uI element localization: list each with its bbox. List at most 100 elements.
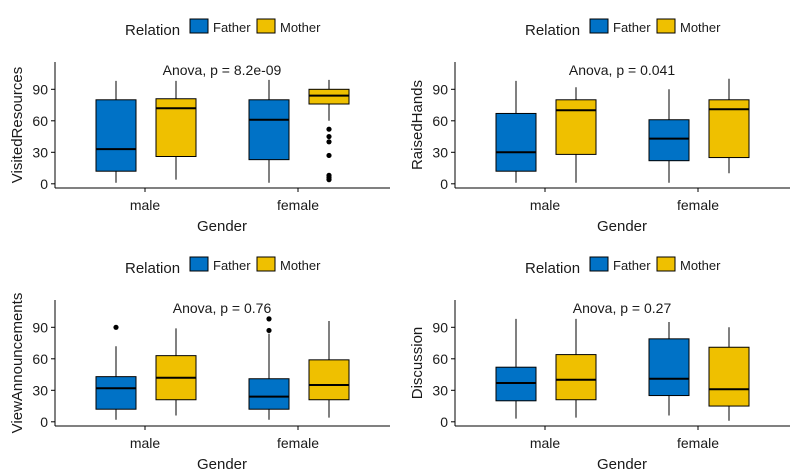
box-iqr [248, 378, 290, 410]
legend-title: Relation [125, 22, 180, 39]
panel-2: Relation Father Mother 0 30 60 90 male female Gen… [409, 18, 790, 235]
x-tick-label-male: male [130, 197, 161, 213]
box-father-female [248, 316, 290, 420]
box-iqr [248, 99, 290, 161]
y-axis-title: RaisedHands [409, 80, 426, 170]
y-tick-label: 90 [32, 81, 48, 97]
y-tick-label: 0 [40, 414, 48, 430]
y-tick-label: 30 [32, 144, 48, 160]
box-iqr [648, 119, 690, 162]
legend-label-mother: Mother [680, 20, 721, 35]
box-iqr [495, 366, 537, 402]
anova-annotation: Anova, p = 0.76 [173, 300, 272, 316]
legend-key-father [189, 256, 209, 272]
legend: Relation Father Mother [125, 18, 321, 39]
legend-title: Relation [525, 260, 580, 277]
y-tick-label: 30 [32, 382, 48, 398]
box-iqr [495, 112, 537, 172]
box-father-female [648, 322, 690, 416]
y-tick-label: 0 [40, 176, 48, 192]
x-axis-title: Gender [197, 218, 247, 235]
legend-label-father: Father [613, 258, 651, 273]
anova-annotation: Anova, p = 0.041 [569, 62, 675, 78]
legend-key-mother [656, 18, 676, 34]
legend-label-father: Father [213, 258, 251, 273]
box-iqr [648, 338, 690, 397]
x-tick-label-female: female [677, 435, 719, 451]
x-tick-label-male: male [130, 435, 161, 451]
box-mother-male [555, 318, 597, 418]
x-axis-title: Gender [197, 456, 247, 473]
outlier-point [266, 327, 272, 334]
x-tick-label-female: female [277, 197, 319, 213]
x-tick-label-male: male [530, 435, 561, 451]
y-tick-label: 90 [432, 81, 448, 97]
legend-title: Relation [525, 22, 580, 39]
legend-title: Relation [125, 260, 180, 277]
box-mother-female [308, 79, 350, 183]
y-tick-label: 30 [432, 382, 448, 398]
outlier-point [326, 177, 332, 183]
legend: Relation Father Mother [525, 256, 721, 277]
box-mother-female [708, 327, 750, 421]
box-mother-female [708, 78, 750, 174]
y-tick-label: 60 [432, 113, 448, 129]
y-tick-label: 30 [432, 144, 448, 160]
legend-label-mother: Mother [280, 20, 321, 35]
box-father-male [495, 318, 537, 419]
box-father-male [95, 80, 137, 183]
x-tick-label-female: female [277, 435, 319, 451]
panel-1: Relation Father Mother 0 30 60 90 male female Gen… [9, 18, 390, 235]
outlier-point [326, 133, 332, 140]
legend: Relation Father Mother [525, 18, 721, 39]
y-tick-label: 0 [440, 176, 448, 192]
y-axis-title: VisitedResources [9, 67, 26, 183]
box-father-female [248, 79, 290, 183]
box-father-male [95, 324, 137, 420]
box-mother-female [308, 321, 350, 418]
legend-key-father [589, 256, 609, 272]
y-tick-label: 60 [32, 351, 48, 367]
panel-4: Relation Father Mother 0 30 60 90 male female Gen… [409, 256, 790, 473]
legend-label-mother: Mother [280, 258, 321, 273]
legend-key-father [189, 18, 209, 34]
y-tick-label: 90 [32, 319, 48, 335]
box-iqr [555, 99, 597, 155]
box-iqr [308, 88, 350, 105]
box-mother-male [155, 80, 197, 180]
x-axis-title: Gender [597, 456, 647, 473]
legend-key-mother [256, 256, 276, 272]
legend-label-father: Father [213, 20, 251, 35]
y-tick-label: 60 [32, 113, 48, 129]
x-axis-title: Gender [597, 218, 647, 235]
x-tick-label-male: male [530, 197, 561, 213]
anova-annotation: Anova, p = 0.27 [573, 300, 672, 316]
y-axis-title: Discussion [409, 327, 426, 400]
legend-key-mother [656, 256, 676, 272]
outlier-point [326, 126, 332, 132]
legend: Relation Father Mother [125, 256, 321, 277]
box-mother-male [155, 328, 197, 416]
y-tick-label: 90 [432, 319, 448, 335]
outlier-point [326, 152, 332, 159]
box-iqr [95, 99, 137, 172]
outlier-point [266, 316, 272, 322]
y-axis-title: ViewAnnouncements [9, 293, 26, 434]
legend-label-mother: Mother [680, 258, 721, 273]
outlier-point [113, 324, 119, 330]
legend-label-father: Father [613, 20, 651, 35]
box-iqr [95, 376, 137, 410]
legend-key-father [589, 18, 609, 34]
box-father-female [648, 89, 690, 183]
box-father-male [495, 80, 537, 183]
box-iqr [555, 354, 597, 401]
panel-3: Relation Father Mother 0 30 60 90 male female Gen… [9, 256, 390, 473]
box-mother-male [555, 87, 597, 183]
legend-key-mother [256, 18, 276, 34]
anova-annotation: Anova, p = 8.2e-09 [163, 62, 282, 78]
y-tick-label: 0 [440, 414, 448, 430]
outlier-point [326, 139, 332, 145]
box-iqr [708, 346, 750, 407]
box-iqr [308, 359, 350, 401]
